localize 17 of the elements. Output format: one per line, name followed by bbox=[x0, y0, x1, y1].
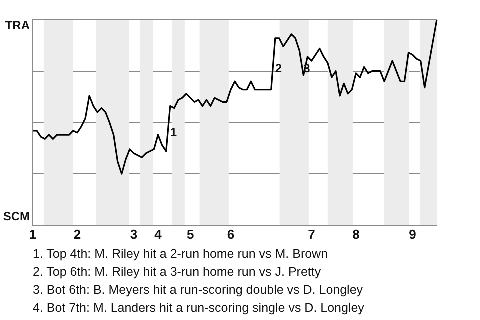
x-tick-label: 6 bbox=[227, 226, 235, 242]
x-tick-label: 2 bbox=[74, 226, 82, 242]
x-tick-label: 1 bbox=[29, 226, 37, 242]
text: 2. Top 6th: M. Riley hit a 3-run home run vs J. Pretty bbox=[33, 264, 322, 281]
x-tick-label: 4 bbox=[154, 226, 163, 242]
text: 1. Top 4th: M. Riley hit a 2-run home run vs M. Brown bbox=[33, 246, 330, 263]
x-tick-label: 7 bbox=[308, 226, 316, 242]
text: TRA bbox=[5, 18, 30, 32]
annotation: 1 bbox=[170, 125, 178, 140]
x-tick-label: 5 bbox=[186, 226, 194, 242]
x-tick-label: 8 bbox=[352, 226, 360, 242]
text: SCM bbox=[3, 210, 30, 224]
text: 4. Bot 7th: M. Landers hit a run-scoring single vs D. Longley bbox=[33, 300, 364, 317]
annotation: 2 bbox=[275, 62, 282, 76]
x-tick-label: 9 bbox=[409, 226, 416, 242]
text: 3. Bot 6th: B. Meyers hit a run-scoring double vs D. Longley bbox=[33, 282, 364, 299]
x-tick-label: 3 bbox=[130, 226, 138, 242]
